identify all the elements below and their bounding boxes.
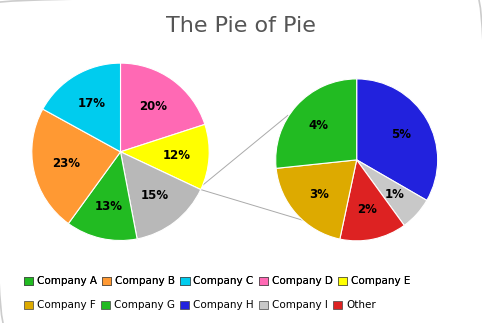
Text: 13%: 13% — [94, 200, 122, 213]
Text: 2%: 2% — [357, 203, 377, 216]
Wedge shape — [120, 63, 205, 152]
Wedge shape — [120, 124, 209, 190]
Wedge shape — [276, 79, 357, 168]
Wedge shape — [32, 109, 120, 224]
Text: 17%: 17% — [78, 97, 106, 110]
Text: 5%: 5% — [391, 128, 411, 141]
Wedge shape — [357, 79, 438, 200]
Wedge shape — [120, 152, 201, 239]
Wedge shape — [68, 152, 137, 241]
Text: 1%: 1% — [385, 188, 404, 201]
Legend: Company A, Company B, Company C, Company D, Company E: Company A, Company B, Company C, Company… — [20, 272, 415, 290]
Wedge shape — [357, 160, 427, 225]
Wedge shape — [340, 160, 404, 241]
Text: 12%: 12% — [162, 149, 190, 162]
Text: 20%: 20% — [139, 100, 167, 113]
Wedge shape — [43, 63, 120, 152]
Text: The Pie of Pie: The Pie of Pie — [166, 16, 316, 36]
Wedge shape — [276, 160, 357, 239]
Text: 23%: 23% — [52, 158, 80, 171]
Text: 4%: 4% — [309, 119, 329, 132]
Text: 3%: 3% — [309, 188, 329, 201]
Text: 15%: 15% — [141, 190, 169, 203]
Legend: Company F, Company G, Company H, Company I, Other: Company F, Company G, Company H, Company… — [20, 296, 380, 315]
